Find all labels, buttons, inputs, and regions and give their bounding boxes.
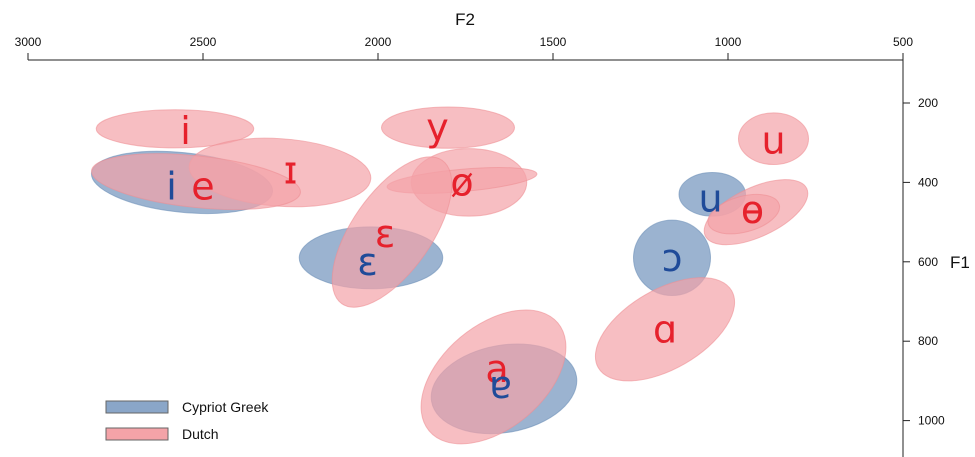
x-axis: 3000 2500 2000 1500 1000 500 F2 [15,10,913,61]
ellipse-dutch [381,106,515,149]
vowel-label-dutch: e [191,164,214,208]
vowel-label-cypriot-greek: i [166,164,177,208]
vowel-label-dutch: u [761,119,785,163]
vowel-label-dutch: y [426,106,449,150]
vowel-label-dutch: ɑ [653,307,677,351]
x-tick-label: 1500 [540,35,567,49]
y-tick-label: 200 [918,96,938,110]
x-tick-label: 1000 [715,35,742,49]
ellipse-dutch [331,156,453,308]
y-tick-label: 400 [918,175,938,189]
vowel-label-cypriot-greek: ɛ [357,240,378,284]
legend-label-dutch: Dutch [182,426,219,442]
x-tick-label: 2000 [365,35,392,49]
y-tick-label: 600 [918,255,938,269]
ellipse-dutch [707,193,781,235]
ellipse-dutch [91,153,301,211]
vowel-label-dutch: ɵ [741,188,764,232]
legend-swatch-dutch [105,427,169,441]
legend-swatch-cypriot-greek [105,400,169,414]
ellipse-dutch [95,109,255,149]
y-ticks: 200 400 600 800 1000 [903,96,945,428]
ellipse-dutch [420,309,567,445]
ellipse-dutch [738,112,809,166]
legend-label-cypriot-greek: Cypriot Greek [182,399,269,415]
y-axis: 200 400 600 800 1000 F1 [902,60,970,457]
x-ticks: 3000 2500 2000 1500 1000 500 [15,35,913,60]
legend: Cypriot Greek Dutch [105,399,269,442]
vowel-label-dutch: i [180,109,191,153]
vowel-label-dutch: ɪ [283,148,297,192]
y-axis-title: F1 [950,253,970,272]
vowel-label-dutch: a [485,347,508,391]
x-tick-label: 500 [893,35,913,49]
x-axis-title: F2 [455,10,475,29]
x-tick-label: 3000 [15,35,42,49]
vowel-label-cypriot-greek: u [698,176,722,220]
ellipse-dutch [594,277,736,382]
x-tick-label: 2500 [190,35,217,49]
vowel-label-dutch: ɛ [375,212,396,256]
vowel-label-dutch: ø [450,160,473,204]
ellipses-layer [90,106,809,445]
y-tick-label: 800 [918,334,938,348]
y-tick-label: 1000 [918,414,945,428]
vowel-label-cypriot-greek: ɐ [489,363,512,407]
vowel-label-cypriot-greek: ɔ [662,236,683,280]
